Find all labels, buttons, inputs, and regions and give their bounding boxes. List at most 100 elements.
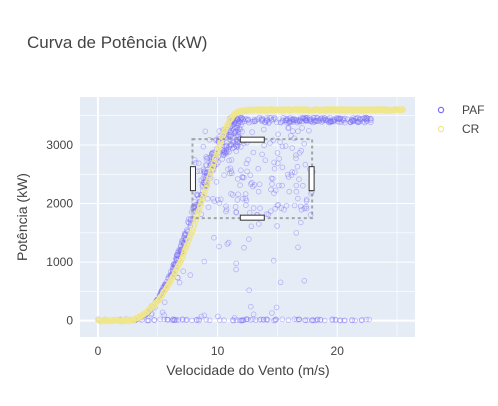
paf-point xyxy=(295,316,302,323)
legend-item-paf[interactable]: PAF xyxy=(437,103,484,117)
paf-point xyxy=(241,118,248,125)
paf-point xyxy=(353,115,360,121)
paf-point xyxy=(298,207,305,213)
paf-point xyxy=(290,117,297,124)
paf-point xyxy=(250,149,257,156)
paf-point xyxy=(164,316,171,323)
paf-point xyxy=(215,197,221,203)
paf-point xyxy=(282,143,289,149)
paf-point xyxy=(200,143,207,150)
paf-point xyxy=(182,233,188,239)
paf-point xyxy=(263,316,270,323)
paf-point xyxy=(243,316,250,323)
legend[interactable]: PAF CR xyxy=(437,103,484,136)
paf-point xyxy=(285,174,292,180)
paf-point xyxy=(227,170,233,177)
paf-point xyxy=(228,157,235,163)
paf-point xyxy=(179,316,186,323)
paf-point xyxy=(181,232,188,238)
paf-point xyxy=(272,187,279,194)
paf-point xyxy=(356,119,363,125)
selection-handle-top[interactable] xyxy=(239,136,265,143)
paf-point xyxy=(270,257,277,264)
paf-point xyxy=(288,118,295,125)
paf-point xyxy=(240,116,246,123)
paf-point xyxy=(198,313,205,320)
paf-point xyxy=(233,128,239,134)
paf-point xyxy=(176,246,183,253)
cr-point xyxy=(193,216,200,223)
paf-point xyxy=(197,168,203,174)
paf-point xyxy=(173,255,179,262)
paf-point xyxy=(316,118,322,124)
legend-item-cr[interactable]: CR xyxy=(437,122,480,136)
paf-point xyxy=(301,205,308,212)
paf-point xyxy=(269,181,275,187)
paf-point xyxy=(245,117,252,123)
paf-point xyxy=(233,137,240,143)
paf-point xyxy=(273,119,280,125)
selection-box[interactable] xyxy=(189,136,315,221)
paf-point xyxy=(241,174,247,181)
paf-point xyxy=(174,252,181,259)
paf-point xyxy=(251,182,258,188)
paf-point xyxy=(237,116,244,123)
paf-point xyxy=(210,195,216,202)
selection-handle-left[interactable] xyxy=(189,166,196,192)
paf-point xyxy=(368,117,374,123)
paf-point xyxy=(292,152,299,159)
paf-point xyxy=(251,118,258,124)
selection-handle-bottom[interactable] xyxy=(239,214,265,221)
paf-point xyxy=(193,316,200,323)
paf-point xyxy=(341,119,348,126)
paf-point xyxy=(285,116,291,122)
paf-point xyxy=(327,115,333,121)
paf-point xyxy=(291,117,297,123)
paf-point xyxy=(178,240,185,246)
paf-point xyxy=(268,186,274,193)
paf-point xyxy=(277,139,283,145)
paf-point xyxy=(337,115,344,122)
paf-point xyxy=(304,114,310,121)
paf-point xyxy=(249,179,255,186)
paf-point xyxy=(340,117,346,123)
paf-point xyxy=(234,117,241,123)
paf-point xyxy=(265,211,272,218)
paf-point xyxy=(225,239,232,246)
paf-point xyxy=(279,164,286,171)
paf-point xyxy=(320,116,326,122)
paf-point xyxy=(233,136,240,143)
paf-point xyxy=(242,195,249,202)
paf-point xyxy=(300,182,306,189)
paf-point xyxy=(277,119,284,126)
paf-point xyxy=(311,115,318,121)
paf-point xyxy=(284,119,290,126)
paf-point xyxy=(234,116,240,122)
selection-handle-right[interactable] xyxy=(308,166,315,192)
paf-point xyxy=(283,202,290,209)
paf-point xyxy=(295,117,302,123)
paf-point xyxy=(179,238,185,244)
paf-point xyxy=(311,119,318,125)
paf-point xyxy=(243,197,250,204)
paf-point xyxy=(302,115,309,121)
paf-point xyxy=(289,117,296,123)
paf-point xyxy=(296,117,303,124)
paf-point xyxy=(294,195,301,202)
paf-point xyxy=(235,118,242,125)
paf-point xyxy=(211,198,218,205)
paf-point xyxy=(363,316,370,323)
paf-point xyxy=(312,317,319,324)
paf-point xyxy=(223,149,230,156)
paf-point xyxy=(224,241,231,247)
paf-point xyxy=(303,118,310,124)
paf-point xyxy=(279,182,285,189)
paf-point xyxy=(355,119,362,125)
paf-point xyxy=(230,317,237,324)
paf-point xyxy=(183,230,189,237)
paf-point xyxy=(196,316,202,323)
paf-point xyxy=(297,117,304,123)
paf-point xyxy=(232,204,239,210)
paf-point xyxy=(303,196,310,203)
